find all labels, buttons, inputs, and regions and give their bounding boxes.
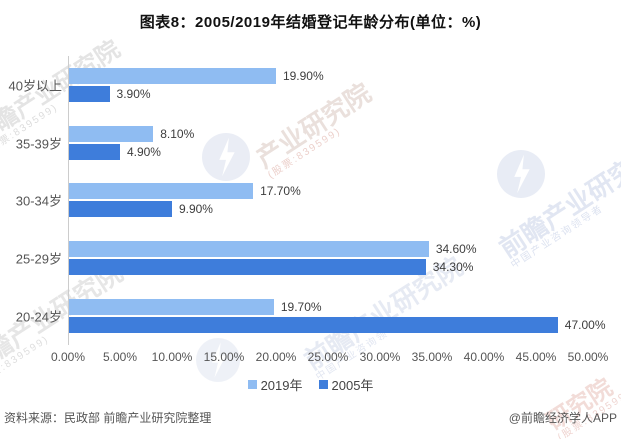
category-label: 35-39岁 — [15, 136, 62, 152]
value-label: 34.60% — [435, 242, 477, 257]
x-tick-label: 15.00% — [203, 350, 245, 364]
x-tick-label: 20.00% — [255, 350, 297, 364]
value-label: 17.70% — [260, 184, 301, 199]
x-tick-label: 10.00% — [151, 350, 193, 364]
value-label: 34.30% — [432, 260, 474, 275]
legend-swatch — [247, 380, 257, 389]
chart-title: 图表8：2005/2019年结婚登记年龄分布(单位：%) — [139, 14, 482, 31]
bar-group: 25-29岁 34.60% 34.30% — [16, 229, 589, 287]
bar-2005年 — [69, 259, 426, 276]
x-tick-label: 5.00% — [102, 350, 138, 364]
x-tick-label: 0.00% — [50, 350, 86, 364]
value-label: 19.70% — [280, 300, 322, 315]
legend-label: 2005年 — [331, 378, 374, 393]
bar-row: 17.70% — [69, 183, 589, 200]
legend-label: 2019年 — [260, 378, 303, 393]
plot-area: 40岁以上 19.90% 3.90% 35-39岁 8.10% 4.90% 30-34岁 17… — [9, 56, 606, 345]
legend-item: 2005年 — [318, 375, 374, 394]
value-label: 8.10% — [160, 126, 195, 141]
x-tick-label: 50.00% — [567, 350, 609, 364]
bar-row: 8.10% — [69, 125, 589, 142]
bar-2005年 — [69, 85, 110, 102]
bar-row: 9.90% — [69, 201, 589, 218]
credit-note: @前瞻经济学人APP — [508, 411, 617, 425]
x-tick-label: 45.00% — [515, 350, 557, 364]
value-label: 47.00% — [564, 318, 606, 333]
value-label: 19.90% — [282, 68, 324, 83]
bar-2019年 — [69, 125, 154, 142]
bar-2019年 — [69, 241, 429, 258]
value-label: 9.90% — [178, 202, 213, 217]
bar-group: 30-34岁 17.70% 9.90% — [16, 172, 589, 230]
bar-row: 4.90% — [69, 143, 589, 160]
legend: 2019年 2005年 — [0, 375, 621, 394]
category-label: 20-24岁 — [15, 309, 62, 325]
bar-2005年 — [69, 317, 558, 334]
x-tick-label: 35.00% — [411, 350, 453, 364]
bar-row: 3.90% — [69, 85, 589, 102]
bar-2019年 — [69, 67, 276, 84]
value-label: 4.90% — [126, 144, 161, 159]
bar-row: 34.30% — [69, 259, 589, 276]
bar-2005年 — [69, 143, 120, 160]
category-label: 25-29岁 — [15, 251, 62, 267]
bar-2019年 — [69, 183, 254, 200]
bar-row: 19.90% — [69, 67, 589, 84]
legend-item: 2019年 — [247, 375, 303, 394]
bar-group: 40岁以上 19.90% 3.90% — [9, 56, 589, 114]
bar-2019年 — [69, 299, 274, 316]
x-tick-label: 30.00% — [359, 350, 401, 364]
bar-row: 47.00% — [69, 317, 606, 334]
category-label: 40岁以上 — [8, 78, 62, 94]
bar-2005年 — [69, 201, 172, 218]
x-tick-label: 40.00% — [463, 350, 505, 364]
bar-group: 20-24岁 19.70% 47.00% — [16, 287, 606, 345]
x-axis: 0.00% 5.00% 10.00% 15.00% 20.00% 25.00% 30.00%… — [51, 350, 608, 364]
value-label: 3.90% — [116, 86, 151, 101]
bar-row: 19.70% — [69, 299, 589, 316]
category-label: 30-34岁 — [15, 193, 62, 209]
x-tick-label: 25.00% — [307, 350, 349, 364]
source-note: 资料来源：民政部 前瞻产业研究院整理 — [4, 411, 212, 425]
bar-group: 35-39岁 8.10% 4.90% — [16, 114, 589, 172]
bar-row: 34.60% — [69, 241, 589, 258]
legend-swatch — [318, 380, 328, 389]
